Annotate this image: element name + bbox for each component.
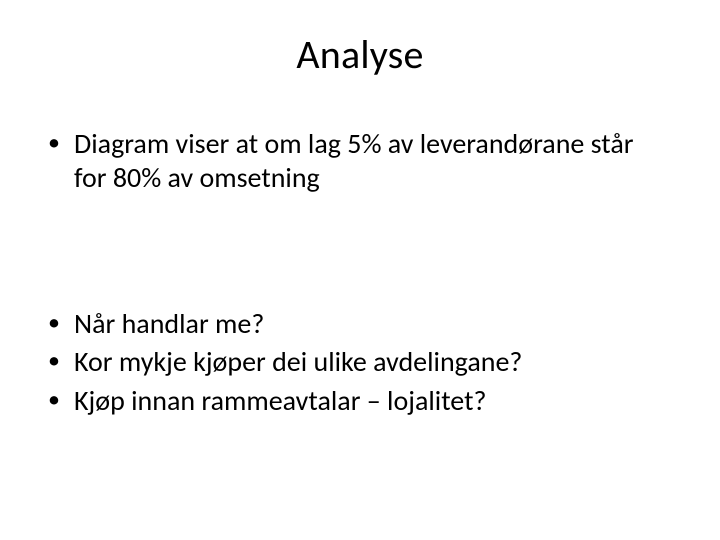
bullet-item: Når handlar me?	[44, 307, 670, 341]
slide: Analyse Diagram viser at om lag 5% av le…	[0, 0, 720, 540]
spacer	[44, 199, 670, 307]
bullet-group-1: Diagram viser at om lag 5% av leverandør…	[44, 127, 670, 195]
slide-title: Analyse	[30, 30, 690, 79]
slide-body: Diagram viser at om lag 5% av leverandør…	[30, 127, 690, 418]
bullet-item: Kor mykje kjøper dei ulike avdelingane?	[44, 345, 670, 379]
bullet-item: Kjøp innan rammeavtalar – lojalitet?	[44, 384, 670, 418]
bullet-group-2: Når handlar me? Kor mykje kjøper dei uli…	[44, 307, 670, 417]
bullet-item: Diagram viser at om lag 5% av leverandør…	[44, 127, 670, 195]
